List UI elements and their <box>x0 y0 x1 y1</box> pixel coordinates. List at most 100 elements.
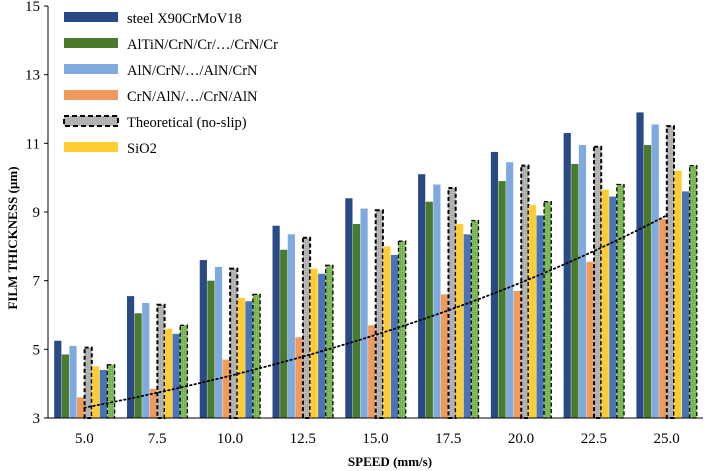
legend-swatch <box>64 38 118 48</box>
bar-series7-5.0 <box>99 369 107 418</box>
bar-series7-10.0 <box>245 301 253 418</box>
bar-series5-17.5 <box>447 186 457 419</box>
axes-layer: 3 5 7 9 11 13 15 5.0 7.5 10.0 12.5 15.0 17.5 20.0 22.5… <box>25 0 703 447</box>
bar-series8-25.0 <box>688 164 698 419</box>
bar-series6-5.0 <box>92 366 100 418</box>
bar-series3-5.0 <box>69 345 77 418</box>
legend-label: AlN/CrN/…/AlN/CrN <box>127 63 258 79</box>
y-tick-label: 13 <box>25 68 40 84</box>
bar-series2-17.5 <box>425 201 433 418</box>
bar-series8-12.5 <box>325 264 334 419</box>
bar-series6-7.5 <box>164 328 173 418</box>
bar-series4-25.0 <box>659 218 667 418</box>
x-tick-label: 5.0 <box>75 431 94 447</box>
bars-layer <box>54 112 698 420</box>
x-tick-label: 7.5 <box>148 431 167 447</box>
legend-label: steel X90CrMoV18 <box>127 11 242 27</box>
bar-series7-15.0 <box>390 254 399 418</box>
bar-series2-22.5 <box>571 163 579 418</box>
legend-label: AlTiN/CrN/Cr/…/CrN/Cr <box>127 37 278 53</box>
x-axis-title: SPEED (mm/s) <box>348 454 432 469</box>
bar-series7-7.5 <box>172 333 180 418</box>
legend-swatch <box>63 115 119 127</box>
x-tick-label: 10.0 <box>217 431 243 447</box>
bar-series1-22.5 <box>563 133 571 418</box>
bar-series1-25.0 <box>636 112 644 419</box>
bar-series1-10.0 <box>199 260 207 418</box>
bar-series4-22.5 <box>586 261 594 418</box>
y-tick-label: 15 <box>25 0 40 15</box>
bar-series8-22.5 <box>616 183 625 419</box>
legend-swatch <box>64 142 118 152</box>
bar-series4-7.5 <box>149 388 157 418</box>
x-tick-label: 22.5 <box>581 431 607 447</box>
bar-series1-12.5 <box>272 225 280 418</box>
bar-series6-25.0 <box>674 170 682 418</box>
bar-series5-20.0 <box>520 164 530 419</box>
legend-swatch <box>64 12 118 22</box>
y-tick-label: 5 <box>33 342 41 358</box>
bar-series4-12.5 <box>295 337 303 418</box>
bar-series8-20.0 <box>543 201 552 419</box>
x-tick-label: 15.0 <box>362 431 388 447</box>
bar-series8-17.5 <box>470 219 480 419</box>
bar-series5-22.5 <box>593 145 603 420</box>
y-tick-label: 7 <box>33 274 41 290</box>
x-tick-label: 25.0 <box>653 431 679 447</box>
bar-series1-20.0 <box>490 151 499 419</box>
legend-label: Theoretical (no-slip) <box>127 115 247 131</box>
bar-series4-20.0 <box>513 290 521 418</box>
bar-series4-17.5 <box>440 294 449 418</box>
y-tick-label: 3 <box>33 411 41 427</box>
bar-series2-10.0 <box>207 280 215 418</box>
x-tick-label: 20.0 <box>508 431 534 447</box>
x-tick-label: 12.5 <box>290 431 316 447</box>
bar-series5-15.0 <box>374 209 384 419</box>
trendline <box>83 214 668 409</box>
bar-series3-22.5 <box>578 145 587 419</box>
bar-series3-7.5 <box>142 302 150 418</box>
legend-label: SiO2 <box>127 141 157 157</box>
bar-series7-17.5 <box>463 234 471 418</box>
bar-series5-25.0 <box>665 125 676 419</box>
bar-series2-7.5 <box>134 313 142 418</box>
trendline-layer <box>83 214 668 409</box>
legend-label: CrN/AlN/…/CrN/AlN <box>127 89 258 105</box>
bar-series7-20.0 <box>536 215 544 418</box>
bar-series6-10.0 <box>237 297 245 418</box>
bar-series2-5.0 <box>61 354 69 418</box>
legend-swatch <box>64 64 118 74</box>
bar-series3-17.5 <box>433 184 441 418</box>
bar-series2-25.0 <box>644 145 652 419</box>
bar-series2-20.0 <box>498 181 506 418</box>
y-axis-title: FILM THICKNESS (µm) <box>5 166 20 309</box>
bar-series1-17.5 <box>418 174 426 418</box>
bar-series6-22.5 <box>601 189 609 418</box>
bar-series3-12.5 <box>287 234 295 418</box>
bar-series3-10.0 <box>214 266 223 418</box>
x-tick-label: 17.5 <box>435 431 461 447</box>
bar-series4-10.0 <box>222 359 230 418</box>
bar-series7-25.0 <box>682 191 690 418</box>
bar-series5-12.5 <box>301 236 312 419</box>
bar-series6-20.0 <box>528 205 537 418</box>
bar-series4-5.0 <box>76 397 85 418</box>
bar-series1-5.0 <box>54 340 62 418</box>
bar-series2-12.5 <box>280 249 288 418</box>
legend: steel X90CrMoV18 AlTiN/CrN/Cr/…/CrN/Cr AlN… <box>63 11 278 157</box>
bar-series5-7.5 <box>156 303 166 420</box>
bar-series3-25.0 <box>651 124 659 418</box>
bar-series3-15.0 <box>360 208 368 418</box>
bar-series1-15.0 <box>345 198 353 418</box>
y-tick-label: 9 <box>33 205 41 221</box>
bar-series1-7.5 <box>126 296 135 418</box>
bar-series8-10.0 <box>252 293 261 419</box>
bar-series8-15.0 <box>397 240 407 419</box>
bar-series6-17.5 <box>456 224 464 418</box>
bar-series8-7.5 <box>179 324 189 419</box>
bar-series3-20.0 <box>506 162 514 418</box>
bar-series2-15.0 <box>352 224 361 418</box>
bar-series8-5.0 <box>106 364 116 419</box>
y-tick-label: 11 <box>26 136 40 152</box>
